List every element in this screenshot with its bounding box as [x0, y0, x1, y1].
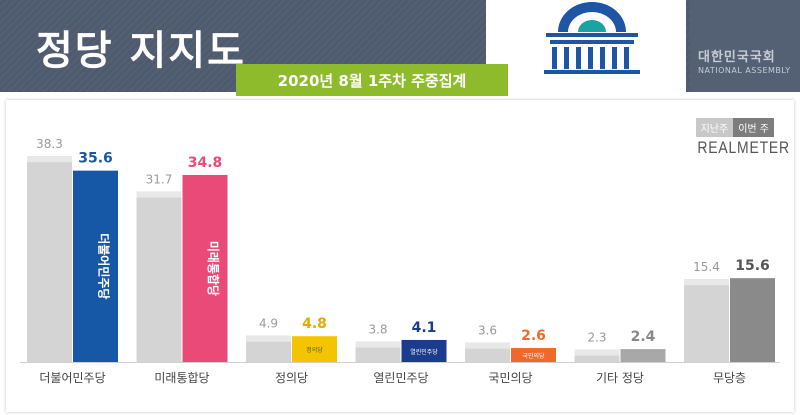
assembly-name-korean: 대한민국국회: [698, 50, 776, 65]
realmeter-brand: REALMETER: [697, 138, 790, 157]
survey-period-label: 2020년 8월 1주차 주중집계: [236, 64, 508, 96]
chart-legend: 지난주 이번 주: [695, 118, 774, 137]
chart-panel: [6, 100, 794, 412]
assembly-name-english: NATIONAL ASSEMBLY: [698, 66, 791, 75]
assembly-building-icon: [544, 2, 640, 74]
legend-prev-week: 지난주: [695, 118, 734, 137]
assembly-logo: [486, 0, 686, 92]
legend-this-week: 이번 주: [733, 118, 774, 137]
page-title: 정당 지지도: [36, 28, 246, 74]
assembly-name-box: 대한민국국회 NATIONAL ASSEMBLY: [690, 0, 800, 92]
